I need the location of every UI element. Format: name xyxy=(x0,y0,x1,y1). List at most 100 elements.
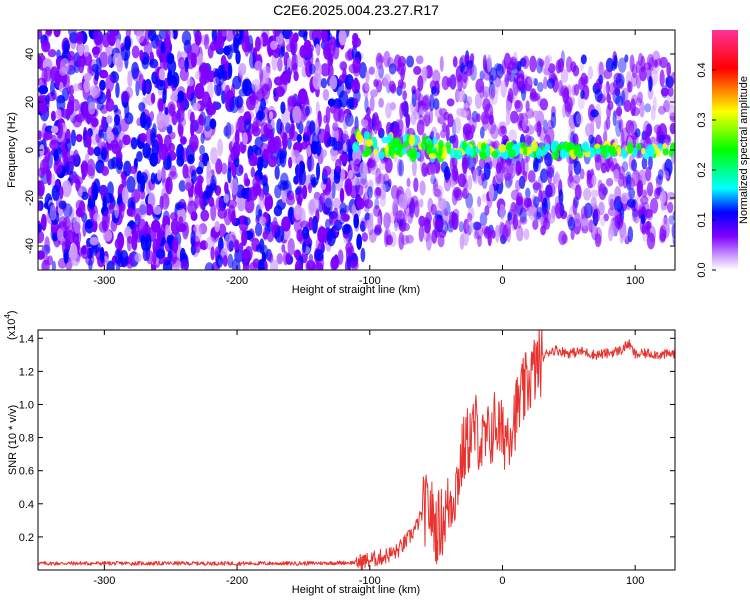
heatmap-cell xyxy=(161,166,166,184)
heatmap-cell xyxy=(342,213,350,222)
heatmap-cell xyxy=(119,204,125,219)
heatmap-cell xyxy=(620,129,625,148)
heatmap-cell xyxy=(575,112,584,125)
heatmap-cell xyxy=(194,181,203,196)
heatmap-signal-cell xyxy=(566,142,572,153)
heatmap-cell xyxy=(88,258,93,270)
heatmap-cell xyxy=(653,59,658,68)
heatmap-cell xyxy=(287,137,292,150)
spectrogram-x-ticks: -300 -200 -100 0 100 xyxy=(93,30,644,287)
heatmap-cell xyxy=(140,233,148,251)
heatmap-cell xyxy=(430,174,437,185)
heatmap-cell xyxy=(218,223,227,238)
heatmap-cell xyxy=(80,191,89,201)
heatmap-cell xyxy=(238,62,247,76)
heatmap-cell xyxy=(445,124,450,142)
heatmap-cell xyxy=(217,138,224,157)
heatmap-cell xyxy=(456,88,466,103)
heatmap-cell xyxy=(241,229,248,246)
heatmap-cell xyxy=(282,131,288,150)
heatmap-cell xyxy=(568,161,573,177)
heatmap-cell xyxy=(285,252,292,265)
heatmap-signal-cell xyxy=(626,141,634,154)
heatmap-cell xyxy=(532,159,539,173)
heatmap-cell xyxy=(270,259,279,270)
heatmap-cell xyxy=(523,228,530,240)
heatmap-cell xyxy=(336,80,345,99)
heatmap-cell xyxy=(262,148,269,161)
heatmap-cell xyxy=(307,154,312,173)
heatmap-cell xyxy=(200,209,210,222)
heatmap-cell xyxy=(574,213,581,227)
heatmap-cell xyxy=(84,131,92,149)
heatmap-cell xyxy=(606,93,611,104)
heatmap-cell xyxy=(506,70,512,81)
heatmap-cell xyxy=(590,196,597,208)
heatmap-cell xyxy=(657,105,666,115)
heatmap-cell xyxy=(663,214,668,225)
heatmap-cell xyxy=(166,235,172,245)
heatmap-cell xyxy=(496,170,505,183)
heatmap-cell xyxy=(251,91,257,102)
heatmap-cell xyxy=(522,118,527,131)
snr-series-line xyxy=(38,330,675,570)
heatmap-cell xyxy=(301,226,310,240)
heatmap-cell xyxy=(322,165,332,176)
heatmap-cell xyxy=(38,200,41,212)
heatmap-cell xyxy=(268,111,274,120)
heatmap-signal-cell xyxy=(584,141,590,153)
heatmap-cell xyxy=(255,110,266,121)
heatmap-cell xyxy=(603,68,613,80)
heatmap-cell xyxy=(232,141,241,159)
heatmap-cell xyxy=(440,161,449,173)
heatmap-cell xyxy=(222,255,228,267)
heatmap-cell xyxy=(300,141,308,150)
heatmap-cell xyxy=(645,131,650,145)
heatmap-cell xyxy=(199,144,206,156)
heatmap-cell xyxy=(458,221,464,233)
heatmap-signal-cell xyxy=(520,141,526,149)
heatmap-cell xyxy=(532,219,539,230)
heatmap-cell xyxy=(665,134,672,146)
heatmap-signal-cell xyxy=(670,142,675,152)
heatmap-cell xyxy=(72,83,81,92)
heatmap-cell xyxy=(487,119,497,135)
heatmap-cell xyxy=(621,127,629,146)
heatmap-signal-cell xyxy=(559,148,567,160)
heatmap-cell xyxy=(582,187,592,201)
heatmap-cell xyxy=(614,185,622,201)
heatmap-cell xyxy=(672,210,675,221)
heatmap-cell xyxy=(306,144,312,157)
heatmap-cell xyxy=(165,30,171,41)
heatmap-cell xyxy=(224,181,229,195)
heatmap-cell xyxy=(277,57,283,72)
heatmap-cell xyxy=(190,123,195,137)
heatmap-cell xyxy=(267,143,273,158)
heatmap-signal-cell xyxy=(595,147,602,155)
heatmap-cell xyxy=(62,40,70,53)
heatmap-cell xyxy=(405,234,414,244)
heatmap-cell xyxy=(590,189,599,198)
heatmap-cell xyxy=(550,111,557,129)
heatmap-cell xyxy=(243,216,251,226)
heatmap-cell xyxy=(262,65,272,78)
heatmap-cell xyxy=(143,41,153,56)
heatmap-cell xyxy=(90,117,99,128)
heatmap-cell xyxy=(631,209,639,218)
heatmap-cell xyxy=(302,185,308,200)
heatmap-cell xyxy=(640,55,646,73)
heatmap-cell xyxy=(323,197,333,216)
heatmap-cell xyxy=(532,182,542,191)
snr-y-ticks: 0.2 0.4 0.6 0.8 1.0 1.2 1.4 xyxy=(19,333,675,544)
heatmap-cell xyxy=(248,52,256,69)
heatmap-cell xyxy=(182,147,189,163)
snr-scale-prefix: (x10 xyxy=(6,319,18,340)
heatmap-cell xyxy=(269,220,280,233)
heatmap-cell xyxy=(587,66,594,80)
heatmap-cell xyxy=(166,52,175,65)
heatmap-cell xyxy=(435,132,440,141)
heatmap-cell xyxy=(519,207,527,223)
heatmap-cell xyxy=(602,131,608,143)
heatmap-cell xyxy=(620,90,626,106)
heatmap-cell xyxy=(264,123,273,139)
